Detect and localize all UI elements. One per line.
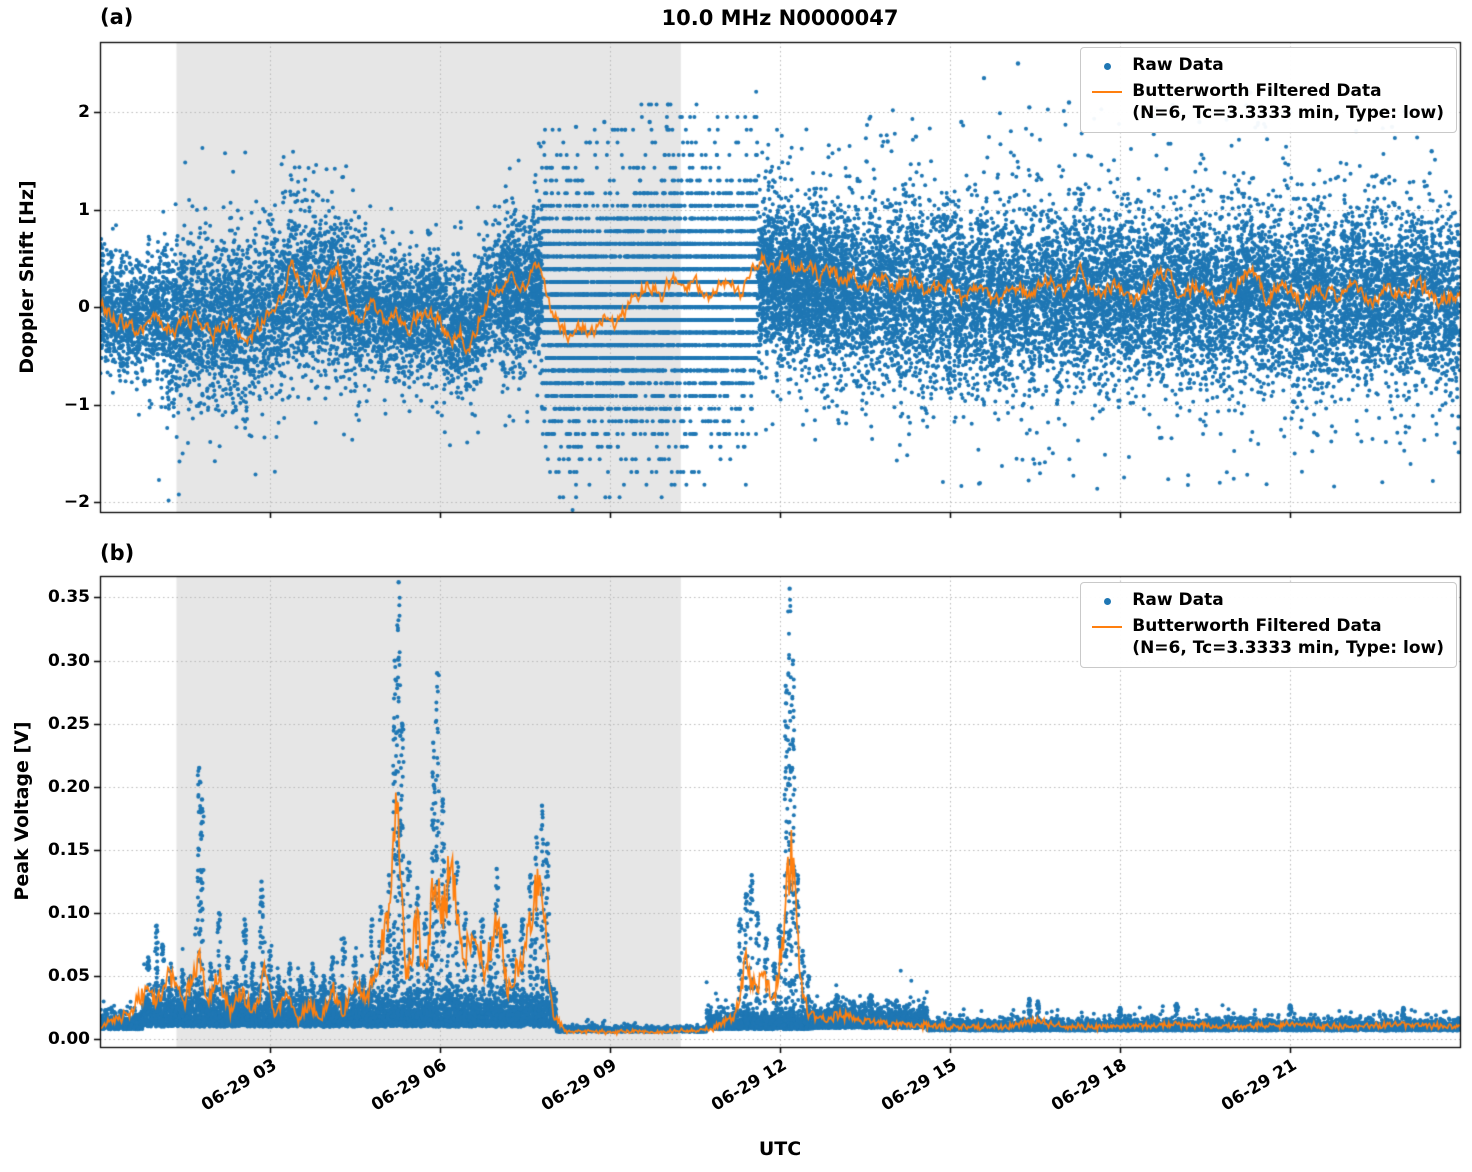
y-tick-label: 0.20 <box>48 776 90 797</box>
panel-a-legend: Raw Data Butterworth Filtered Data (N=6,… <box>1080 47 1457 133</box>
legend-filtered-label-line1: Butterworth Filtered Data <box>1132 81 1382 101</box>
legend-raw-row: Raw Data <box>1090 590 1444 612</box>
filtered-line-icon <box>1090 81 1124 103</box>
legend-raw-label: Raw Data <box>1132 590 1224 610</box>
legend-filtered-label: Butterworth Filtered Data (N=6, Tc=3.333… <box>1132 81 1444 125</box>
raw-data-point-icon <box>1090 55 1124 77</box>
y-tick-label: 0.10 <box>48 903 90 924</box>
y-tick-label: 1 <box>78 199 90 220</box>
raw-data-point-icon <box>1090 590 1124 612</box>
panel-b-label: (b) <box>100 541 135 565</box>
y-tick-label: 0.30 <box>48 650 90 671</box>
y-tick-label: −1 <box>63 394 90 415</box>
y-tick-label: 0.05 <box>48 966 90 987</box>
y-tick-label: 0.00 <box>48 1029 90 1050</box>
panel-a-label: (a) <box>100 5 134 29</box>
figure-title: 10.0 MHz N0000047 <box>661 6 899 30</box>
legend-filtered-label: Butterworth Filtered Data (N=6, Tc=3.333… <box>1132 616 1444 660</box>
legend-filtered-label-line2: (N=6, Tc=3.3333 min, Type: low) <box>1132 637 1444 658</box>
y-tick-label: 0.35 <box>48 587 90 608</box>
panel-b-y-axis-label: Peak Voltage [V] <box>11 721 33 901</box>
legend-filtered-label-line1: Butterworth Filtered Data <box>1132 616 1382 636</box>
legend-filtered-label-line2: (N=6, Tc=3.3333 min, Type: low) <box>1132 102 1444 123</box>
y-tick-label: −2 <box>63 492 90 513</box>
filtered-line-icon <box>1090 616 1124 638</box>
x-axis-label: UTC <box>758 1138 802 1160</box>
panel-b-legend: Raw Data Butterworth Filtered Data (N=6,… <box>1080 582 1457 668</box>
legend-filtered-row: Butterworth Filtered Data (N=6, Tc=3.333… <box>1090 81 1444 125</box>
y-tick-label: 0.15 <box>48 840 90 860</box>
y-tick-label: 2 <box>78 102 90 123</box>
y-tick-label: 0.25 <box>48 713 90 734</box>
legend-raw-label: Raw Data <box>1132 55 1224 75</box>
y-tick-label: 0 <box>78 297 90 318</box>
legend-raw-row: Raw Data <box>1090 55 1444 77</box>
legend-filtered-row: Butterworth Filtered Data (N=6, Tc=3.333… <box>1090 616 1444 660</box>
